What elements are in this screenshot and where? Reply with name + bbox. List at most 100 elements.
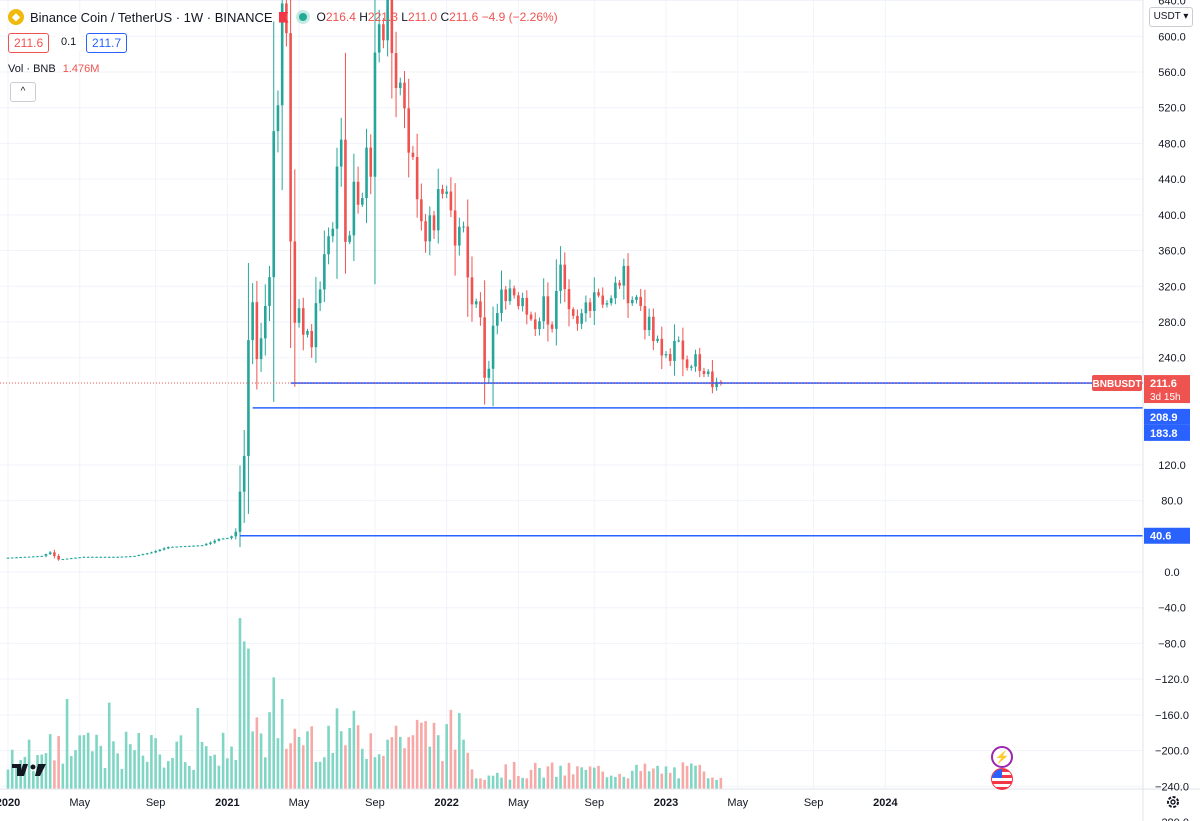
volume-bar: [382, 755, 385, 789]
volume-legend: Vol · BNB 1.476M: [8, 63, 99, 75]
volume-bar: [69, 756, 73, 789]
volume-bar: [310, 726, 313, 789]
candle-body: [74, 557, 77, 559]
candle-body: [238, 491, 242, 532]
ticker-tag-label: BNBUSDT: [1093, 379, 1142, 390]
candle-body: [323, 254, 326, 290]
volume-bar: [238, 618, 242, 789]
volume-bar: [344, 745, 347, 789]
candle-body: [420, 199, 423, 222]
candle-body: [356, 181, 360, 205]
candle-body: [217, 538, 221, 541]
volume-bar: [314, 761, 318, 789]
candle-body: [504, 289, 508, 302]
candle-body: [377, 24, 381, 53]
buy-button[interactable]: 211.7: [86, 33, 128, 53]
collapse-legend-button[interactable]: ^: [10, 82, 36, 102]
candle-body: [335, 166, 339, 229]
price-tick-label: 360.0: [1158, 246, 1186, 258]
price-tick-label: −40.0: [1158, 603, 1186, 615]
spread-value: 0.1: [56, 33, 82, 51]
price-tick-label: 480.0: [1158, 138, 1186, 150]
volume-bar: [420, 722, 423, 789]
candle-body: [479, 301, 482, 318]
volume-bar: [331, 752, 335, 789]
gear-icon[interactable]: [1165, 794, 1181, 810]
candle-body: [550, 324, 554, 329]
volume-bar: [474, 778, 478, 789]
volume-bar: [428, 746, 432, 789]
volume-bar: [221, 732, 225, 789]
currency-select[interactable]: USDT ▾: [1149, 7, 1193, 27]
candle-body: [65, 558, 69, 560]
volume-bar: [158, 754, 162, 789]
volume-bar: [141, 755, 145, 789]
candle-body: [491, 325, 495, 369]
volume-bar: [48, 734, 52, 789]
volume-bar: [719, 777, 723, 789]
candles: [6, 0, 723, 561]
sell-button[interactable]: 211.6: [8, 33, 50, 53]
volume-bar: [369, 733, 373, 789]
candle-body: [251, 302, 254, 341]
time-axis[interactable]: 2020 May Sep 2021 May Sep 2022 May Sep 2023 May Sep…: [0, 797, 898, 809]
price-tick-label: 320.0: [1158, 281, 1186, 293]
candle-body: [171, 546, 174, 548]
candle-body: [314, 303, 318, 348]
price-tick-label: 640.0: [1158, 0, 1186, 8]
volume-bar: [706, 778, 710, 789]
level-price-box: [1144, 408, 1190, 425]
volume-bar: [495, 772, 499, 789]
volume-bar: [403, 748, 406, 789]
candle-body: [99, 556, 103, 558]
candle-body: [23, 556, 27, 558]
us-flag-icon[interactable]: [991, 768, 1013, 790]
horizontal-lines[interactable]: [0, 382, 1143, 537]
candle-body: [398, 82, 402, 89]
candle-body: [458, 226, 461, 246]
candle-body: [293, 241, 297, 323]
volume-bar: [95, 734, 98, 789]
volume-bar: [487, 775, 491, 789]
lightning-icon[interactable]: ⚡: [991, 746, 1013, 768]
time-tick-label: May: [69, 797, 90, 809]
candle-body: [82, 556, 86, 558]
volume-bar: [542, 777, 545, 789]
candle-body: [365, 147, 368, 199]
candle-body: [415, 157, 419, 200]
candle-body: [656, 338, 659, 342]
candle-body: [263, 305, 267, 339]
candle-body: [310, 330, 313, 348]
candle-body: [474, 301, 478, 305]
volume-bar: [255, 717, 259, 789]
level-price-label: 40.6: [1150, 531, 1171, 543]
volume-bar: [394, 725, 398, 789]
candle-body: [559, 264, 562, 291]
price-labels: BNBUSDT 211.6 3d 15h 208.9 183.8 40.6: [1092, 375, 1190, 544]
volume-bar: [576, 766, 579, 789]
tradingview-logo-icon[interactable]: [12, 762, 46, 778]
candle-body: [276, 105, 280, 132]
candle-body: [196, 545, 200, 547]
candle-body: [289, 33, 292, 242]
volume-bar: [512, 762, 516, 789]
volume-bar: [571, 774, 575, 789]
candle-body: [664, 354, 668, 356]
candle-body: [209, 542, 212, 544]
flag-icon[interactable]: [278, 11, 289, 23]
time-tick-label: Sep: [146, 797, 166, 809]
volume-bar: [445, 724, 448, 789]
candle-body: [179, 546, 183, 548]
price-axis[interactable]: 760.0720.0680.0640.0600.0560.0520.0480.0…: [1155, 0, 1189, 821]
symbol-title[interactable]: Binance Coin / TetherUS · 1W · BINANCE: [30, 9, 273, 25]
volume-bar: [698, 764, 702, 789]
volume-bar: [567, 762, 571, 789]
volume-bar: [91, 751, 94, 789]
volume-bar: [436, 735, 440, 789]
volume-bar: [137, 733, 141, 789]
candle-body: [626, 265, 630, 304]
volume-bar: [470, 769, 474, 789]
candle-body: [10, 557, 14, 559]
volume-bar: [10, 749, 14, 789]
